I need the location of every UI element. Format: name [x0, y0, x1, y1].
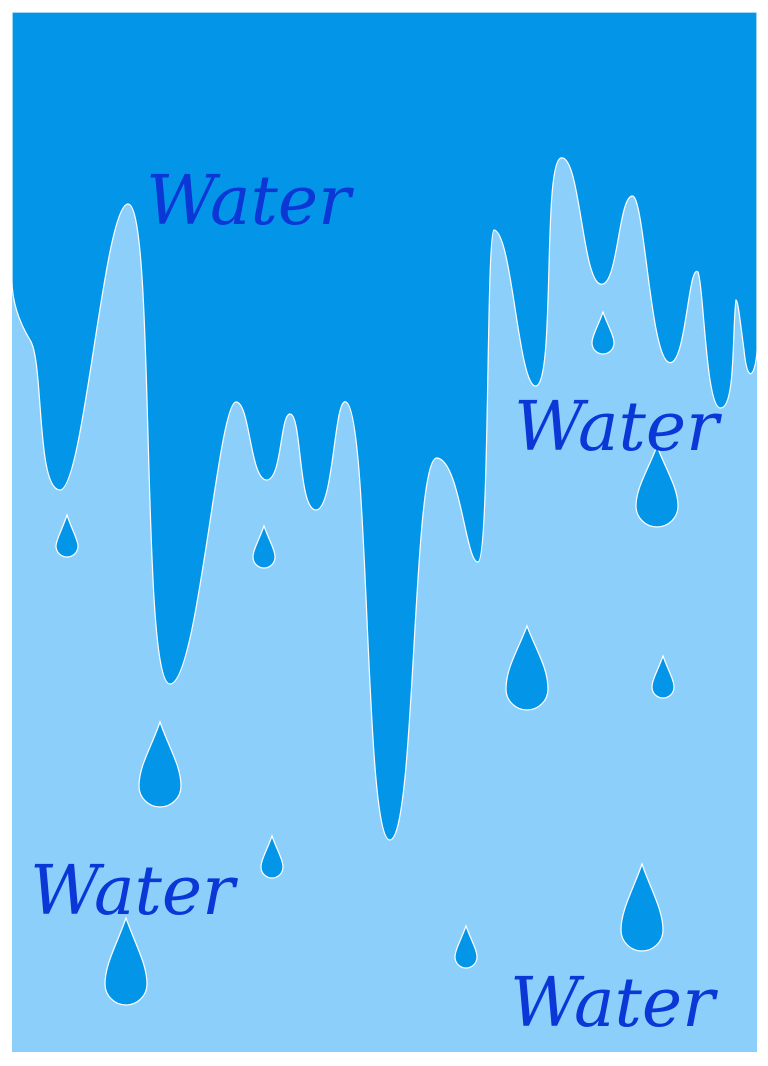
water-drop	[620, 862, 664, 952]
water-drop	[260, 834, 284, 879]
dripping-water	[11, 11, 758, 841]
water-drop	[55, 513, 79, 558]
water-label: Water	[514, 388, 722, 467]
water-drops	[55, 310, 679, 1006]
water-drop	[635, 444, 679, 528]
water-drop	[454, 924, 478, 969]
water-drop	[252, 524, 276, 569]
water-drop	[138, 720, 182, 808]
water-drop	[505, 624, 549, 711]
water-label: Water	[510, 964, 718, 1043]
water-label: Water	[146, 162, 354, 241]
water-drop	[104, 916, 148, 1006]
water-label: Water	[30, 852, 238, 931]
water-drop	[651, 654, 675, 699]
water-drop	[591, 310, 615, 355]
